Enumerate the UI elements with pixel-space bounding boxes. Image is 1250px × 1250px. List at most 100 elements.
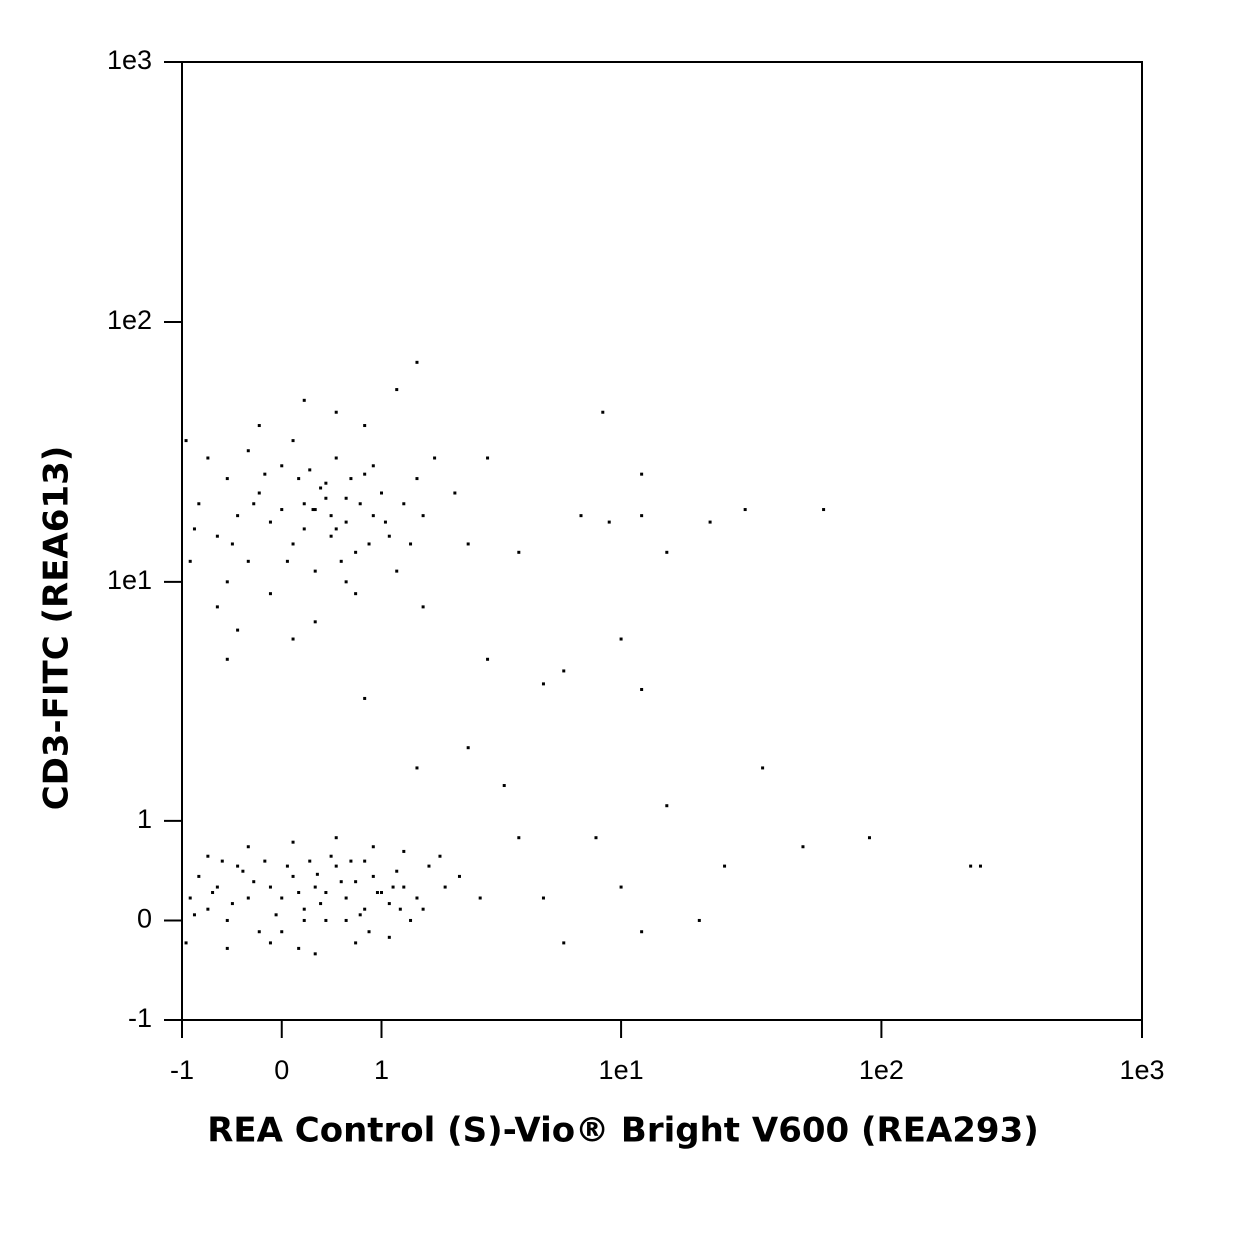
event-dot: [252, 880, 256, 884]
event-dot: [184, 941, 188, 945]
y-tick-label: -1: [128, 1003, 152, 1033]
event-dot: [280, 930, 284, 934]
event-dot: [349, 859, 353, 863]
event-dot: [334, 864, 338, 868]
event-dot: [236, 514, 240, 518]
event-dot: [319, 902, 323, 906]
event-dot: [398, 907, 402, 911]
y-tick-label: 1: [137, 804, 152, 834]
event-dot: [415, 896, 419, 900]
event-dot: [395, 569, 399, 573]
event-dot: [344, 896, 348, 900]
event-dot: [334, 836, 338, 840]
event-dot: [367, 542, 371, 546]
event-dot: [334, 410, 338, 414]
event-dot: [383, 520, 387, 524]
event-dot: [220, 859, 224, 863]
x-axis-title: REA Control (S)-Vio® Bright V600 (REA293…: [207, 1111, 1039, 1151]
event-dot: [268, 885, 272, 889]
event-dot: [344, 496, 348, 500]
event-dot: [466, 746, 470, 750]
event-dot: [579, 514, 583, 518]
event-dot: [324, 481, 328, 485]
event-dot: [371, 514, 375, 518]
event-dot: [402, 885, 406, 889]
event-dot: [665, 550, 669, 554]
event-dot: [421, 907, 425, 911]
event-dot: [274, 913, 278, 917]
event-dot: [969, 864, 973, 868]
event-dot: [387, 935, 391, 939]
event-dot: [433, 456, 437, 460]
x-tick-label: 1e3: [1119, 1055, 1164, 1085]
event-dot: [334, 456, 338, 460]
event-dot: [192, 527, 196, 531]
event-dot: [344, 580, 348, 584]
event-dot: [246, 449, 250, 453]
event-dot: [313, 952, 317, 956]
event-dot: [188, 559, 192, 563]
event-dot: [211, 891, 215, 895]
event-dot: [302, 398, 306, 402]
event-dot: [517, 550, 521, 554]
event-dot: [562, 941, 566, 945]
event-dot: [225, 918, 229, 922]
event-dot: [308, 859, 312, 863]
event-dot: [215, 885, 219, 889]
event-dot: [517, 836, 521, 840]
event-dot: [313, 620, 317, 624]
x-tick-label: 1: [374, 1055, 389, 1085]
event-dot: [268, 520, 272, 524]
event-dot: [302, 918, 306, 922]
event-dot: [192, 913, 196, 917]
event-dot: [263, 859, 267, 863]
event-dot: [225, 657, 229, 661]
event-dot: [402, 849, 406, 853]
event-dot: [978, 864, 982, 868]
event-dot: [409, 918, 413, 922]
event-dot: [415, 766, 419, 770]
event-dot: [280, 508, 284, 512]
event-dot: [339, 559, 343, 563]
event-dot: [619, 885, 623, 889]
event-dot: [708, 520, 712, 524]
event-dot: [291, 874, 295, 878]
y-tick-label: 1e1: [107, 565, 152, 595]
y-axis-title: CD3-FITC (REA613): [37, 446, 77, 811]
event-dot: [395, 869, 399, 873]
event-dot: [263, 472, 267, 476]
event-dot: [801, 845, 805, 849]
event-dot: [297, 946, 301, 950]
event-dot: [594, 836, 598, 840]
event-dot: [457, 874, 461, 878]
event-dot: [324, 891, 328, 895]
event-dot: [206, 907, 210, 911]
event-dot: [354, 592, 358, 596]
event-dot: [562, 669, 566, 673]
event-dot: [427, 864, 431, 868]
event-dot: [302, 502, 306, 506]
event-dot: [313, 885, 317, 889]
event-dot: [315, 872, 319, 876]
y-tick-label: 1e2: [107, 305, 152, 335]
event-dot: [184, 439, 188, 443]
event-dot: [421, 514, 425, 518]
event-dot: [409, 542, 413, 546]
x-tick-label: -1: [170, 1055, 194, 1085]
x-tick-label: 0: [274, 1055, 289, 1085]
event-dot: [822, 508, 826, 512]
event-dot: [324, 918, 328, 922]
event-dot: [339, 880, 343, 884]
event-dot: [257, 491, 261, 495]
event-dot: [268, 941, 272, 945]
event-dot: [334, 527, 338, 531]
event-dot: [291, 637, 295, 641]
plot-frame: [181, 61, 1143, 1021]
event-dot: [206, 456, 210, 460]
event-dot: [453, 491, 457, 495]
event-dot: [241, 869, 245, 873]
event-dot: [438, 854, 442, 858]
event-dot: [640, 514, 644, 518]
event-dot: [541, 682, 545, 686]
event-dot: [291, 439, 295, 443]
